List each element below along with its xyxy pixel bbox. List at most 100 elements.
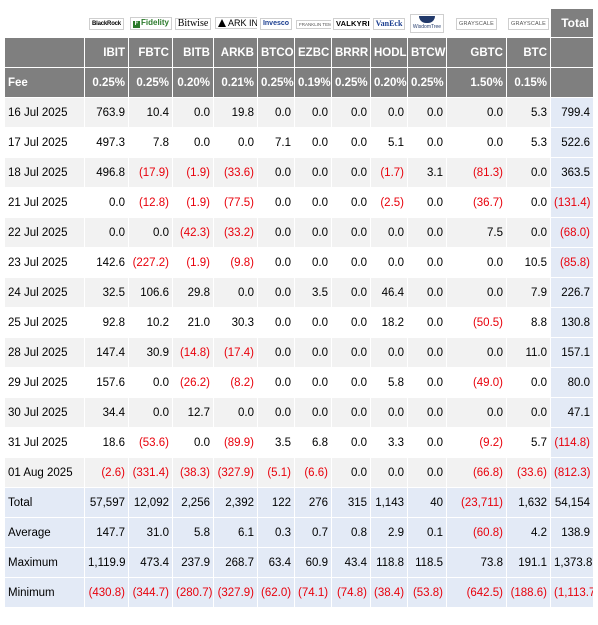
flow-cell: (89.9) [214, 428, 257, 457]
flow-cell: 0.0 [447, 128, 506, 157]
flow-cell: (42.3) [173, 218, 213, 247]
fee-row-total-blank [551, 68, 593, 97]
flow-cell: 0.0 [214, 398, 257, 427]
flow-cell: 0.0 [173, 128, 213, 157]
fee-value: 0.20% [371, 68, 407, 97]
flow-cell: (17.4) [214, 338, 257, 367]
table-row: 18 Jul 2025 496.8 (17.9) (1.9) (33.6) 0.0 0.0 0… [5, 158, 593, 187]
summary-cell: (280.7) [173, 578, 213, 607]
summary-cell: (60.8) [447, 518, 506, 547]
table-row: 16 Jul 2025 763.9 10.4 0.0 19.8 0.0 0.0 0.0 0.0 0… [5, 98, 593, 127]
flow-cell: 0.0 [408, 458, 446, 487]
flow-cell: 0.0 [408, 428, 446, 457]
flow-cell: 18.2 [371, 308, 407, 337]
flow-cell: 0.0 [408, 368, 446, 397]
flow-cell: 12.7 [173, 398, 213, 427]
summary-cell: (430.8) [85, 578, 128, 607]
flow-cell: 0.0 [295, 368, 331, 397]
summary-cell: 2,392 [214, 488, 257, 517]
issuer-logo-cell: WisdomTree [408, 9, 446, 37]
summary-cell: 0.8 [332, 518, 370, 547]
flow-cell: 10.4 [129, 98, 172, 127]
summary-cell: (344.7) [129, 578, 172, 607]
flow-cell: 0.0 [447, 248, 506, 277]
flow-cell: (38.3) [173, 458, 213, 487]
flow-cell: 0.0 [295, 218, 331, 247]
summary-cell: 31.0 [129, 518, 172, 547]
summary-cell: 276 [295, 488, 331, 517]
flow-cell: 763.9 [85, 98, 128, 127]
summary-total: (1,113.7) [551, 578, 593, 607]
ticker-header: HODL [371, 38, 407, 67]
issuer-name: Fidelity [141, 18, 170, 27]
flow-cell: 0.0 [295, 98, 331, 127]
summary-cell: (74.1) [295, 578, 331, 607]
ticker-header: BRRR [332, 38, 370, 67]
fee-value: 0.25% [258, 68, 294, 97]
row-date: 18 Jul 2025 [5, 158, 84, 187]
summary-total: 1,373.8 [551, 548, 593, 577]
flow-cell: 0.0 [332, 398, 370, 427]
issuer-name: GRAYSCALE [458, 21, 494, 27]
flow-cell: 34.4 [85, 398, 128, 427]
ticker-header: BITB [173, 38, 213, 67]
summary-cell: 1,143 [371, 488, 407, 517]
table-row: 29 Jul 2025 157.6 0.0 (26.2) (8.2) 0.0 0.0 0.0 5… [5, 368, 593, 397]
flow-cell: 0.0 [447, 398, 506, 427]
summary-cell: (23,711) [447, 488, 506, 517]
flow-cell: (81.3) [447, 158, 506, 187]
issuer-logo-cell: BlackRock [85, 9, 128, 37]
flow-cell: (14.8) [173, 338, 213, 367]
row-total: (114.8) [551, 428, 593, 457]
flow-cell: 0.0 [447, 338, 506, 367]
valkyrie-icon: VALKYRIE [333, 17, 370, 30]
flow-cell: 0.0 [258, 218, 294, 247]
summary-cell: 118.8 [371, 548, 407, 577]
ticker-header: GBTC [447, 38, 506, 67]
ticker-row-total-blank [551, 38, 593, 67]
summary-cell: (188.6) [507, 578, 550, 607]
summary-cell: 6.1 [214, 518, 257, 547]
ticker-header: FBTC [129, 38, 172, 67]
ticker-header: BTCO [258, 38, 294, 67]
flow-cell: 496.8 [85, 158, 128, 187]
grayscale-icon: GRAYSCALE [455, 18, 497, 30]
flow-cell: 0.0 [214, 278, 257, 307]
row-total: 130.8 [551, 308, 593, 337]
flow-cell: 0.0 [295, 128, 331, 157]
flow-cell: 0.0 [332, 458, 370, 487]
flow-cell: 10.5 [507, 248, 550, 277]
flow-cell: 0.0 [173, 98, 213, 127]
flow-cell: 0.0 [295, 398, 331, 427]
table-row: 17 Jul 2025 497.3 7.8 0.0 0.0 7.1 0.0 0.0 5.1 0.0… [5, 128, 593, 157]
row-date: 30 Jul 2025 [5, 398, 84, 427]
summary-row: Minimum (430.8) (344.7) (280.7) (327.9) (62.0… [5, 578, 593, 607]
flow-cell: 30.3 [214, 308, 257, 337]
row-date: 28 Jul 2025 [5, 338, 84, 367]
flow-cell: (77.5) [214, 188, 257, 217]
summary-total: 54,154 [551, 488, 593, 517]
summary-label: Total [5, 488, 84, 517]
flow-cell: 497.3 [85, 128, 128, 157]
issuer-name: VALKYRIE [336, 18, 370, 28]
flow-cell: (36.7) [447, 188, 506, 217]
flow-cell: 0.0 [408, 188, 446, 217]
flow-cell: 0.0 [408, 128, 446, 157]
flow-cell: (53.6) [129, 428, 172, 457]
flow-cell: 0.0 [129, 398, 172, 427]
flow-cell: 0.0 [258, 308, 294, 337]
flow-cell: 0.0 [173, 428, 213, 457]
flow-cell: (1.9) [173, 248, 213, 277]
bitwise-icon: Bitwise [174, 17, 212, 30]
flow-cell: (9.8) [214, 248, 257, 277]
summary-cell: 315 [332, 488, 370, 517]
issuer-logo-cell: FRANKLIN TEMPLETON [295, 9, 331, 37]
summary-cell: 147.7 [85, 518, 128, 547]
flow-cell: (2.5) [371, 188, 407, 217]
flow-cell: 5.1 [371, 128, 407, 157]
flow-cell: 0.0 [408, 398, 446, 427]
issuer-logo-cell: ARK INVEST [214, 9, 257, 37]
flow-cell: (6.6) [295, 458, 331, 487]
flow-cell: 0.0 [258, 338, 294, 367]
flow-cell: (17.9) [129, 158, 172, 187]
